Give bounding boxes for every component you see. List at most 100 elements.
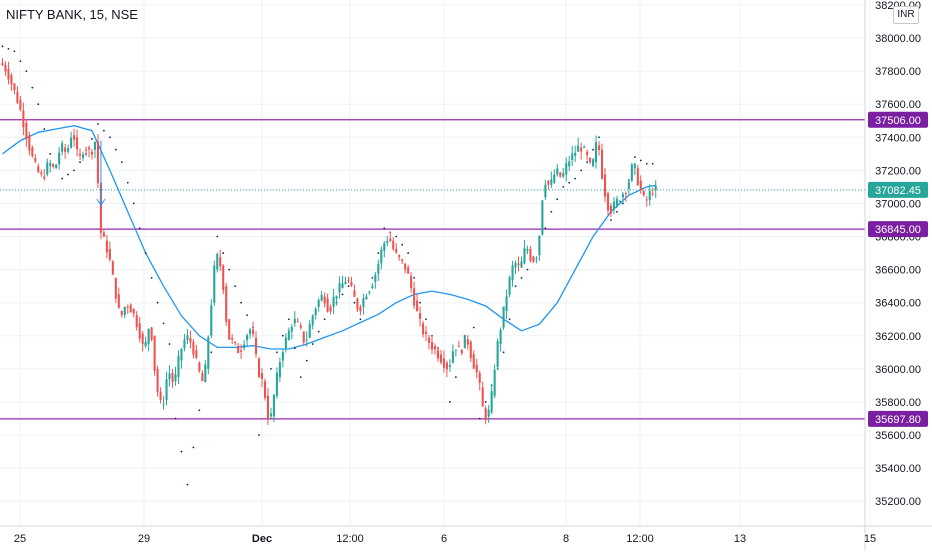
sar-dot: [413, 276, 416, 279]
sar-dot: [287, 318, 290, 321]
sar-dot: [270, 367, 272, 370]
candle-body: [105, 240, 108, 253]
candle-body: [272, 394, 275, 417]
sar-dot: [371, 276, 374, 279]
candle-body: [165, 379, 168, 400]
candle-body: [365, 296, 368, 299]
candle-body: [260, 372, 264, 380]
level-price-tag: 36845.00: [875, 224, 921, 236]
candle-body: [219, 257, 222, 267]
candle-body: [633, 163, 636, 169]
candle-body: [25, 122, 28, 139]
candle-body: [538, 236, 541, 256]
candle-body: [630, 164, 633, 181]
candle-body: [171, 372, 174, 383]
candle-body: [499, 329, 502, 345]
sar-dot: [37, 103, 40, 106]
candle-body: [597, 145, 601, 150]
candle-body: [580, 147, 583, 152]
candle-body: [76, 137, 79, 150]
x-tick-label: 6: [441, 533, 447, 545]
candle-body: [150, 327, 153, 340]
sar-dot: [198, 409, 201, 412]
candle-body: [645, 199, 648, 201]
x-tick-label: 25: [14, 533, 26, 545]
candle-body: [93, 142, 97, 150]
sar-dot: [562, 186, 565, 188]
sar-dot: [347, 285, 350, 288]
candle-body: [413, 288, 416, 306]
candle-body: [436, 350, 440, 359]
candle-body: [311, 315, 314, 326]
candle-body: [517, 263, 520, 266]
sar-dot: [281, 334, 284, 337]
candle-body: [78, 153, 82, 156]
y-tick-label: 37200.00: [875, 165, 921, 177]
candle-body: [577, 145, 580, 152]
sar-dot: [120, 161, 123, 164]
candle-body: [332, 296, 335, 307]
candle-body: [571, 153, 574, 161]
candle-body: [374, 274, 377, 283]
candle-body: [87, 147, 91, 150]
candle-body: [422, 323, 425, 335]
candle-body: [302, 331, 305, 343]
sar-dot: [293, 347, 296, 350]
candle-body: [73, 135, 76, 140]
candle-body: [231, 337, 234, 340]
sar-dot: [580, 169, 583, 172]
candle-body: [359, 306, 362, 312]
candle-body: [189, 337, 192, 343]
candle-body: [520, 261, 523, 268]
candle-body: [529, 248, 532, 261]
sar-dot: [550, 210, 553, 213]
candle-body: [445, 362, 448, 370]
candle-body: [589, 157, 592, 163]
candle-body: [4, 64, 7, 72]
candle-body: [269, 413, 272, 417]
candle-body: [377, 263, 380, 274]
candle-body: [135, 315, 138, 328]
sar-dot: [7, 47, 10, 50]
candle-body: [490, 391, 493, 413]
candle-body: [407, 267, 410, 274]
currency-badge[interactable]: INR: [893, 6, 919, 24]
candle-body: [52, 164, 55, 167]
sar-dot: [192, 446, 195, 449]
sar-dot: [73, 169, 75, 172]
annotation-arrow-head: [96, 198, 106, 207]
candle-body: [96, 141, 99, 184]
candle-body: [424, 331, 428, 334]
candle-body: [49, 163, 52, 167]
sar-dot: [126, 181, 129, 184]
candle-body: [180, 348, 183, 361]
candle-body: [13, 83, 16, 91]
sar-dot: [383, 227, 386, 230]
candle-body: [183, 339, 186, 349]
sar-dot: [138, 227, 141, 230]
sar-dot: [246, 314, 248, 317]
level-price-tag-bg: [868, 111, 928, 128]
sar-dot: [323, 318, 326, 321]
candle-body: [126, 306, 129, 308]
candle-body: [296, 321, 299, 323]
sar-dot: [114, 148, 117, 151]
x-tick-label: 8: [563, 533, 569, 545]
x-tick-label: Dec: [252, 533, 272, 545]
y-tick-label: 36000.00: [875, 364, 921, 376]
y-tick-label: 35400.00: [875, 463, 921, 475]
candle-body: [430, 341, 434, 350]
candle-body: [451, 351, 454, 363]
candle-body: [34, 157, 37, 162]
y-tick-label: 37000.00: [875, 198, 921, 210]
sar-dot: [341, 293, 344, 296]
candle-body: [338, 283, 341, 293]
candle-body: [356, 298, 359, 310]
level-price-tag-bg: [868, 410, 928, 427]
candle-body: [58, 152, 61, 165]
candle-body: [323, 296, 326, 304]
x-tick-label: 29: [138, 533, 150, 545]
candle-body: [266, 395, 270, 420]
